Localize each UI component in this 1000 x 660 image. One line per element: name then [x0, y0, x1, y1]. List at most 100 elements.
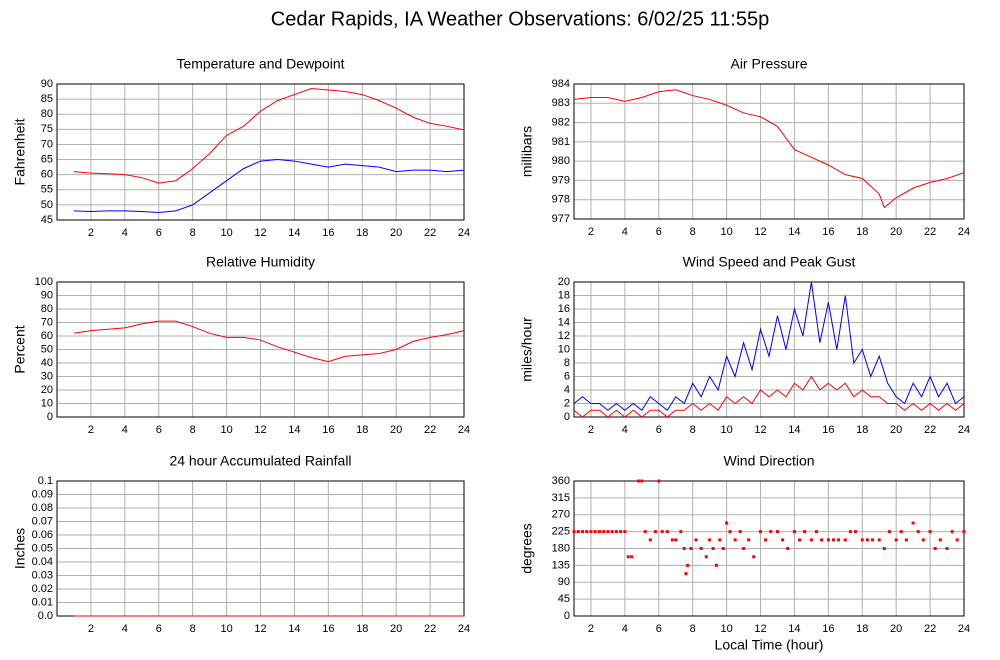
y-tick-label: 50 [41, 343, 53, 355]
data-point [894, 538, 898, 542]
data-point [679, 530, 683, 534]
data-line [73, 88, 465, 184]
data-point [593, 530, 597, 534]
data-point [792, 530, 796, 534]
data-point [955, 538, 959, 542]
x-tick-label: 20 [890, 424, 902, 436]
data-point [704, 555, 708, 559]
panel-title: Wind Direction [723, 453, 814, 469]
data-point [630, 555, 634, 559]
y-tick-label: 0.01 [32, 596, 53, 608]
x-tick-label: 24 [958, 226, 970, 238]
y-tick-label: 40 [41, 357, 53, 369]
y-axis-label: Fahrenheit [12, 118, 28, 185]
x-tick-label: 12 [254, 623, 266, 635]
x-tick-label: 22 [924, 623, 936, 635]
panel-title: Temperature and Dewpoint [176, 56, 344, 72]
x-tick-label: 24 [458, 424, 470, 436]
plot-frame [573, 83, 965, 220]
y-tick-label: 10 [41, 397, 53, 409]
x-tick-label: 20 [890, 623, 902, 635]
y-tick-label: 983 [552, 97, 570, 109]
x-tick-label: 14 [288, 623, 300, 635]
panel-title: Air Pressure [730, 56, 807, 72]
x-tick-label: 20 [890, 226, 902, 238]
x-tick-label: 24 [958, 623, 970, 635]
y-tick-label: 981 [552, 136, 570, 148]
data-point [826, 538, 830, 542]
data-point [916, 530, 920, 534]
x-tick-label: 16 [322, 623, 334, 635]
data-point [769, 530, 773, 534]
y-tick-label: 0.08 [32, 502, 53, 514]
x-tick-label: 18 [856, 623, 868, 635]
data-point [602, 530, 606, 534]
data-point [585, 530, 589, 534]
y-tick-label: 0.09 [32, 488, 53, 500]
x-tick-label: 10 [220, 424, 232, 436]
y-tick-label: 2 [564, 397, 570, 409]
data-point [576, 530, 580, 534]
y-axis-label: Percent [12, 325, 28, 373]
y-axis-label: degrees [519, 523, 535, 574]
x-tick-label: 6 [156, 623, 162, 635]
data-point [689, 547, 693, 550]
x-tick-label: 2 [588, 623, 594, 635]
x-tick-label: 20 [390, 623, 402, 635]
y-tick-label: 8 [564, 357, 570, 369]
data-point [887, 530, 891, 534]
x-tick-label: 16 [822, 226, 834, 238]
data-point [674, 538, 678, 542]
y-tick-label: 45 [558, 593, 570, 605]
data-line [573, 281, 965, 411]
x-tick-label: 16 [322, 227, 334, 239]
x-tick-label: 6 [156, 227, 162, 239]
x-tick-label: 8 [190, 227, 196, 239]
x-tick-label: 4 [122, 424, 128, 436]
y-tick-label: 984 [552, 78, 570, 90]
x-tick-label: 14 [788, 623, 800, 635]
y-tick-label: 980 [552, 155, 570, 167]
x-tick-label: 12 [754, 424, 766, 436]
y-axis-label: miles/hour [519, 317, 535, 382]
x-tick-label: 6 [156, 424, 162, 436]
y-tick-label: 60 [41, 330, 53, 342]
y-tick-label: 65 [41, 153, 53, 165]
x-tick-label: 12 [754, 226, 766, 238]
y-tick-label: 0.04 [32, 556, 53, 568]
data-point [614, 530, 618, 534]
x-tick-label: 8 [690, 424, 696, 436]
data-point [572, 530, 576, 534]
x-tick-label: 16 [822, 424, 834, 436]
plot-frame [56, 281, 465, 418]
data-point [648, 538, 652, 542]
y-tick-label: 50 [41, 199, 53, 211]
x-tick-label: 8 [690, 623, 696, 635]
data-point [653, 530, 657, 534]
y-tick-label: 55 [41, 184, 53, 196]
y-tick-label: 30 [41, 370, 53, 382]
y-tick-label: 14 [558, 316, 570, 328]
data-point [619, 530, 623, 534]
data-line [573, 89, 965, 209]
data-point [809, 538, 813, 542]
x-tick-label: 4 [622, 424, 628, 436]
x-tick-label: 6 [656, 226, 662, 238]
x-tick-label: 22 [424, 424, 436, 436]
data-point [781, 538, 785, 542]
data-point [636, 479, 640, 483]
data-point [831, 538, 835, 542]
x-tick-label: 8 [190, 623, 196, 635]
plot-frame [56, 83, 465, 221]
x-tick-label: 10 [220, 227, 232, 239]
y-tick-label: 60 [41, 169, 53, 181]
x-tick-label: 16 [822, 623, 834, 635]
data-point [665, 530, 669, 534]
data-point [660, 530, 664, 534]
y-tick-label: 10 [558, 343, 570, 355]
y-tick-label: 90 [41, 289, 53, 301]
y-tick-label: 20 [41, 384, 53, 396]
data-point [814, 530, 818, 534]
